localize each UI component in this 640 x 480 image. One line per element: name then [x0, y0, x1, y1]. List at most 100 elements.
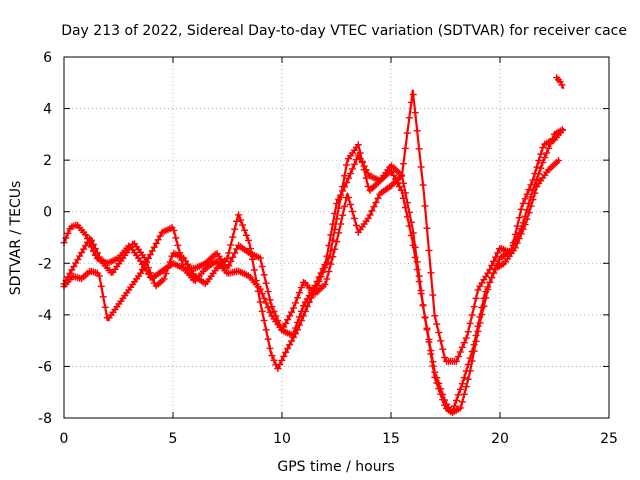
- data-point: [362, 174, 370, 182]
- data-point: [270, 307, 278, 315]
- data-point: [374, 194, 382, 202]
- data-point: [293, 326, 301, 334]
- data-point: [401, 144, 409, 152]
- data-point: [278, 356, 286, 364]
- data-point: [152, 239, 160, 247]
- data-point: [176, 249, 184, 257]
- data-point: [448, 408, 456, 416]
- data-point: [513, 222, 521, 230]
- data-point: [456, 348, 464, 356]
- data-point: [227, 257, 235, 265]
- data-point: [509, 239, 517, 247]
- data-point: [468, 348, 476, 356]
- data-point: [89, 240, 97, 248]
- data-point: [484, 269, 492, 277]
- data-point: [525, 186, 533, 194]
- data-point: [515, 214, 523, 222]
- data-point: [529, 176, 537, 184]
- data-point: [250, 266, 258, 274]
- data-point: [344, 174, 352, 182]
- data-point: [431, 312, 439, 320]
- data-point: [331, 245, 339, 253]
- data-point: [178, 256, 186, 264]
- data-point: [539, 159, 547, 167]
- data-point: [456, 404, 464, 412]
- data-point: [172, 234, 180, 242]
- data-point: [545, 144, 553, 152]
- data-point: [427, 350, 435, 358]
- data-point: [490, 257, 498, 265]
- data-point: [268, 352, 276, 360]
- data-point: [260, 271, 268, 279]
- data-point: [470, 341, 478, 349]
- data-point: [231, 249, 239, 257]
- data-point: [138, 265, 146, 273]
- data-point: [292, 299, 300, 307]
- data-point: [415, 278, 423, 286]
- data-point: [468, 311, 476, 319]
- data-point: [233, 245, 241, 253]
- data-point: [466, 319, 474, 327]
- data-point: [266, 344, 274, 352]
- x-tick-label: 20: [491, 431, 509, 447]
- data-point: [413, 127, 421, 135]
- data-point: [421, 314, 429, 322]
- data-point: [241, 226, 249, 234]
- grid: [64, 57, 609, 418]
- data-point: [264, 288, 272, 296]
- data-point: [327, 260, 335, 268]
- data-point: [460, 390, 468, 398]
- data-point: [335, 229, 343, 237]
- data-point: [527, 181, 535, 189]
- data-point: [235, 211, 243, 219]
- data-point: [325, 254, 333, 262]
- data-point: [260, 317, 268, 325]
- data-point: [511, 230, 519, 238]
- data-point: [519, 225, 527, 233]
- data-point: [525, 209, 533, 217]
- data-point: [290, 304, 298, 312]
- data-point: [554, 157, 562, 165]
- data-point: [260, 294, 268, 302]
- data-point: [407, 98, 415, 106]
- data-point: [321, 263, 329, 271]
- plot-frame: [63, 56, 610, 419]
- data-point: [370, 203, 378, 211]
- data-point: [280, 352, 288, 360]
- data-point: [101, 303, 109, 311]
- data-point: [160, 275, 168, 283]
- data-point: [333, 238, 341, 246]
- data-point: [478, 304, 486, 312]
- data-point: [523, 215, 531, 223]
- data-point: [405, 222, 413, 230]
- data-point: [484, 283, 492, 291]
- data-point: [329, 253, 337, 261]
- data-point: [439, 345, 447, 353]
- data-point: [372, 198, 380, 206]
- data-point: [431, 373, 439, 381]
- data-point: [246, 245, 254, 253]
- data-point: [297, 317, 305, 325]
- data-point: [368, 207, 376, 215]
- data-point: [541, 154, 549, 162]
- data-point: [419, 181, 427, 189]
- data-point: [464, 328, 472, 336]
- data-point: [433, 320, 441, 328]
- data-point: [262, 326, 270, 334]
- data-point: [456, 385, 464, 393]
- y-tick-label: -8: [38, 411, 52, 427]
- data-point: [396, 183, 404, 191]
- data-point: [350, 214, 358, 222]
- data-point: [470, 303, 478, 311]
- data-point: [425, 246, 433, 254]
- data-point: [317, 273, 325, 281]
- data-point: [454, 353, 462, 361]
- data-point: [286, 312, 294, 320]
- data-point: [225, 249, 233, 257]
- data-point: [435, 328, 443, 336]
- data-point: [93, 249, 101, 257]
- data-point: [397, 186, 405, 194]
- data-point: [258, 290, 266, 298]
- data-point: [403, 129, 411, 137]
